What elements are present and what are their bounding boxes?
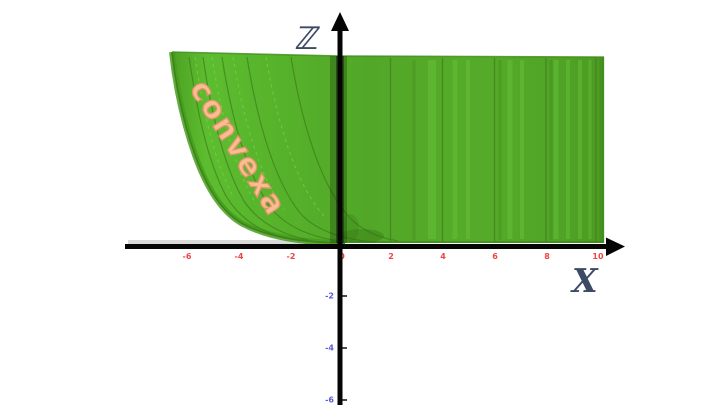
x-tick-label: 2 [388, 252, 394, 261]
convex-region-surface[interactable] [172, 52, 604, 243]
x-axis-arrow-icon [606, 237, 625, 256]
z-tick-label: -2 [325, 292, 334, 301]
x-tick-label: -4 [235, 252, 244, 261]
x-axis-label: X [572, 261, 598, 300]
mesh-curves-dashed [194, 56, 325, 217]
x-tick-label: 6 [492, 252, 498, 261]
surface-shading [412, 58, 603, 241]
x-tick-labels: -6 -4 -2 0 2 4 6 8 10 [183, 252, 604, 261]
x-tick-label: -6 [183, 252, 192, 261]
x-tick-label: -2 [287, 252, 296, 261]
mesh-lines-vertical [389, 58, 597, 242]
surface-smudge [340, 229, 384, 243]
surface-shadow-strip [128, 240, 343, 244]
z-axis-arrow-icon [331, 12, 349, 31]
z-tick-label: -6 [325, 396, 334, 405]
z-tick-labels: -2 -4 -6 [325, 292, 334, 405]
z-axis-tick-marks [342, 295, 347, 401]
x-tick-label: 4 [440, 252, 446, 261]
x-tick-label: 8 [544, 252, 550, 261]
z-tick-label: -4 [325, 344, 334, 353]
surface-smudge [341, 214, 359, 242]
surface-highlights [428, 60, 592, 239]
x-tick-label: 10 [592, 252, 604, 261]
boundary-curve [171, 51, 346, 244]
